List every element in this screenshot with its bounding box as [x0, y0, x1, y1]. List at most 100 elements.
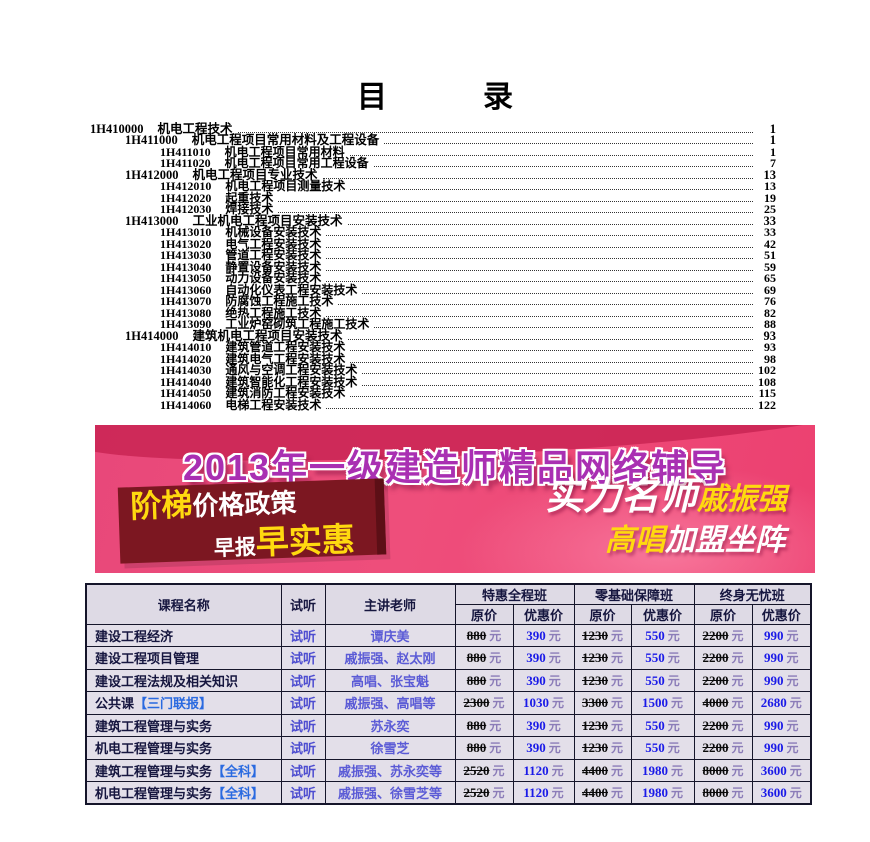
toc-leader-dots — [350, 189, 753, 190]
toc-entry: 1H412000 机电工程项目专业技术 13 — [90, 167, 777, 182]
course-table-body: 建设工程经济 试听 谭庆美 880 元 390 元 1230 元 550 元 2200 元 990 元建设工… — [85, 623, 812, 805]
audition-link[interactable]: 试听 — [289, 763, 316, 779]
price-unit: 元 — [731, 651, 744, 666]
col-group-lifetime: 终身无忧班 — [693, 583, 812, 605]
price-value: 2300 — [463, 695, 490, 711]
price-value: 3600 — [760, 785, 787, 800]
teacher-cell: 戚振强、高唱等 — [324, 691, 456, 715]
price-value: 990 — [764, 717, 784, 733]
toc-entry-page: 69 — [764, 282, 776, 297]
teacher-cell: 苏永奕 — [324, 713, 456, 737]
toc-entry: 1H411020 机电工程项目常用工程设备 7 — [90, 156, 776, 170]
teacher-cell: 戚振强、赵太刚 — [324, 646, 456, 670]
price-value: 4400 — [582, 785, 608, 800]
original-price-cell: 4000 元 — [693, 691, 753, 715]
price-unit: 元 — [551, 763, 564, 778]
toc-entry-title: 防腐蚀工程施工技术 — [225, 294, 334, 308]
toc-leader-dots — [350, 350, 753, 351]
discount-price-cell: 390 元 — [512, 668, 575, 692]
audition-link[interactable]: 试听 — [289, 718, 316, 734]
price-unit: 元 — [548, 741, 561, 756]
original-price-cell: 1230 元 — [573, 713, 632, 737]
toc-entry-title: 通风与空调工程安装技术 — [225, 363, 358, 377]
discount-price-cell: 550 元 — [630, 646, 695, 670]
original-price-cell: 4400 元 — [573, 758, 632, 782]
course-name: 建筑工程管理与实务 — [95, 718, 213, 734]
col-header-discount-3: 优惠价 — [751, 603, 812, 625]
audition-link[interactable]: 试听 — [289, 651, 316, 667]
audition-link[interactable]: 试听 — [289, 696, 316, 712]
toc-entry-page: 88 — [764, 317, 776, 331]
toc-leader-dots — [326, 315, 753, 317]
teacher-promo: 实力名师戚振强 高唱加盟坐阵 — [545, 477, 787, 566]
promo-banner[interactable]: 2013年一级建造师精品网络辅导 阶梯价格政策 早报早实惠 实力名师戚振强 高唱… — [95, 424, 815, 573]
toc-entry-page: 76 — [764, 294, 776, 308]
toc-entry-page: 93 — [764, 340, 776, 354]
discount-price-cell: 390 元 — [512, 736, 575, 760]
original-price-cell: 880 元 — [454, 646, 514, 670]
toc-entry: 1H411010 机电工程项目常用材料 1 — [90, 146, 776, 158]
toc-entry-page: 13 — [763, 167, 777, 182]
table-row: 建设工程项目管理 试听 戚振强、赵太刚 880 元 390 元 1230 元 550 元 2200 元 9… — [85, 646, 812, 670]
toc-entry: 1H414040 建筑智能化工程安装技术 108 — [90, 376, 776, 388]
toc-leader-dots — [373, 166, 753, 167]
discount-price-cell: 390 元 — [512, 623, 575, 647]
course-name-cell: 建设工程法规及相关知识 — [85, 668, 282, 692]
col-header-orig-2: 原价 — [573, 603, 632, 625]
table-row: 公共课【三门联报】 试听 戚振强、高唱等 2300 元 1030 元 3300 元 1500 元 40… — [85, 691, 812, 715]
toc-entry-code: 1H414050 — [160, 386, 212, 400]
price-value: 990 — [764, 740, 784, 756]
course-name-cell: 建筑工程管理与实务【全科】 — [85, 758, 282, 782]
toc-entry-code: 1H414000 — [125, 328, 179, 343]
toc-entry-title: 机械设备安装技术 — [225, 225, 322, 239]
audition-link[interactable]: 试听 — [289, 628, 316, 644]
price-value: 880 — [466, 650, 487, 666]
audition-link[interactable]: 试听 — [289, 673, 316, 689]
original-price-cell: 1230 元 — [573, 736, 632, 760]
price-policy-line2: 早报早实惠 — [131, 520, 369, 571]
price-value: 4000 — [702, 695, 729, 711]
price-unit: 元 — [489, 651, 502, 666]
audition-link[interactable]: 试听 — [289, 786, 316, 801]
toc-leader-dots — [347, 223, 753, 225]
price-unit: 元 — [492, 763, 505, 778]
toc-entry-title: 机电工程项目常用工程设备 — [224, 156, 369, 170]
toc-entry-title: 起重技术 — [225, 190, 274, 205]
toc-leader-dots — [322, 177, 753, 179]
price-value: 2520 — [463, 785, 490, 800]
toc-entry-code: 1H413080 — [160, 305, 212, 320]
price-value: 2200 — [702, 740, 729, 756]
teacher-cell: 戚振强、徐雪芝等 — [324, 781, 456, 805]
toc-leader-dots — [326, 407, 753, 409]
toc-entry-page: 108 — [758, 374, 776, 389]
price-unit: 元 — [611, 718, 624, 733]
audition-link[interactable]: 试听 — [289, 741, 316, 757]
toc-entry-code: 1H410000 — [90, 121, 144, 136]
toc-entry-title: 工业炉窑砌筑工程施工技术 — [225, 317, 370, 331]
toc-entry-page: 93 — [763, 328, 777, 343]
price-policy-box: 阶梯价格政策 早报早实惠 — [117, 477, 387, 564]
toc-entry: 1H414010 建筑管道工程安装技术 93 — [90, 340, 776, 354]
price-value: 990 — [764, 650, 784, 666]
discount-price-cell: 1030 元 — [512, 691, 575, 715]
toc-leader-dots — [326, 258, 753, 259]
price-value: 390 — [526, 717, 546, 733]
price-unit: 元 — [489, 741, 502, 756]
discount-price-cell: 1120 元 — [512, 781, 575, 805]
toc-entry-code: 1H414060 — [160, 397, 212, 412]
toc-entry-title: 机电工程技术 — [157, 121, 233, 136]
price-value: 3300 — [582, 695, 608, 711]
price-value: 3600 — [760, 762, 787, 778]
audition-cell: 试听 — [280, 623, 326, 647]
price-unit: 元 — [671, 786, 684, 800]
discount-price-cell: 550 元 — [630, 713, 695, 737]
table-row: 建设工程经济 试听 谭庆美 880 元 390 元 1230 元 550 元 2200 元 990 元 — [85, 623, 812, 647]
toc-entry-title: 机电工程项目专业技术 — [192, 167, 318, 182]
price-unit: 元 — [489, 628, 502, 643]
discount-price-cell: 990 元 — [751, 736, 812, 760]
toc-leader-dots — [350, 361, 753, 363]
toc-entry: 1H413040 静置设备安装技术 59 — [90, 261, 776, 273]
toc-entry: 1H411000 机电工程项目常用材料及工程设备 1 — [90, 134, 776, 147]
toc-entry: 1H413080 绝热工程施工技术 82 — [90, 307, 776, 319]
toc-entry-page: 1 — [770, 144, 776, 159]
